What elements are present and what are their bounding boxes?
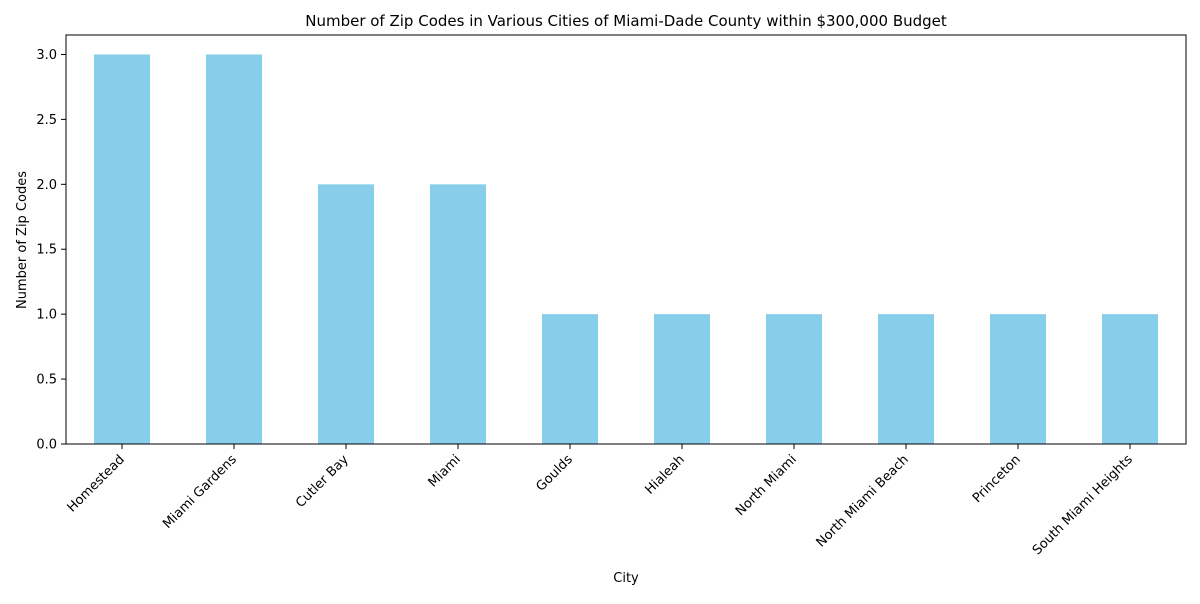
y-axis: 0.0 0.5 1.0 1.5 2.0 2.5 3.0: [36, 48, 66, 453]
bar-homestead: [94, 54, 150, 444]
x-tick-label: North Miami Beach: [814, 452, 912, 550]
x-tick-label: Miami: [426, 452, 464, 490]
bar-princeton: [990, 314, 1046, 444]
y-tick-label: 3.0: [36, 48, 57, 63]
bar-hialeah: [654, 314, 710, 444]
y-tick-label: 0.0: [36, 438, 57, 453]
bar-goulds: [542, 314, 598, 444]
bar-miami: [430, 184, 486, 445]
bar-cutler-bay: [318, 184, 374, 445]
y-tick-label: 1.5: [36, 243, 57, 258]
bar-south-miami-heights: [1102, 314, 1158, 444]
x-tick-label: Miami Gardens: [160, 452, 240, 532]
y-tick-label: 2.5: [36, 113, 57, 128]
y-axis-label: Number of Zip Codes: [15, 171, 30, 309]
y-tick-label: 0.5: [36, 373, 57, 388]
x-tick-label: Princeton: [970, 452, 1024, 506]
x-tick-label: South Miami Heights: [1030, 452, 1136, 558]
plot-frame: [65, 34, 1187, 445]
bars-layer: [94, 54, 1158, 445]
x-tick-label: North Miami: [733, 452, 800, 519]
bar-north-miami-beach: [878, 314, 934, 444]
bar-miami-gardens: [206, 54, 262, 444]
x-axis: Homestead Miami Gardens Cutler Bay Miami Gou…: [65, 444, 1136, 558]
x-tick-label: Hialeah: [642, 452, 687, 497]
bar-north-miami: [766, 314, 822, 444]
x-tick-label: Homestead: [65, 452, 128, 515]
x-axis-label: City: [613, 571, 639, 586]
y-tick-label: 2.0: [36, 178, 57, 193]
x-tick-label: Goulds: [533, 452, 576, 495]
chart-title: Number of Zip Codes in Various Cities of…: [305, 12, 947, 30]
y-tick-label: 1.0: [36, 308, 57, 323]
x-tick-label: Cutler Bay: [293, 452, 352, 511]
